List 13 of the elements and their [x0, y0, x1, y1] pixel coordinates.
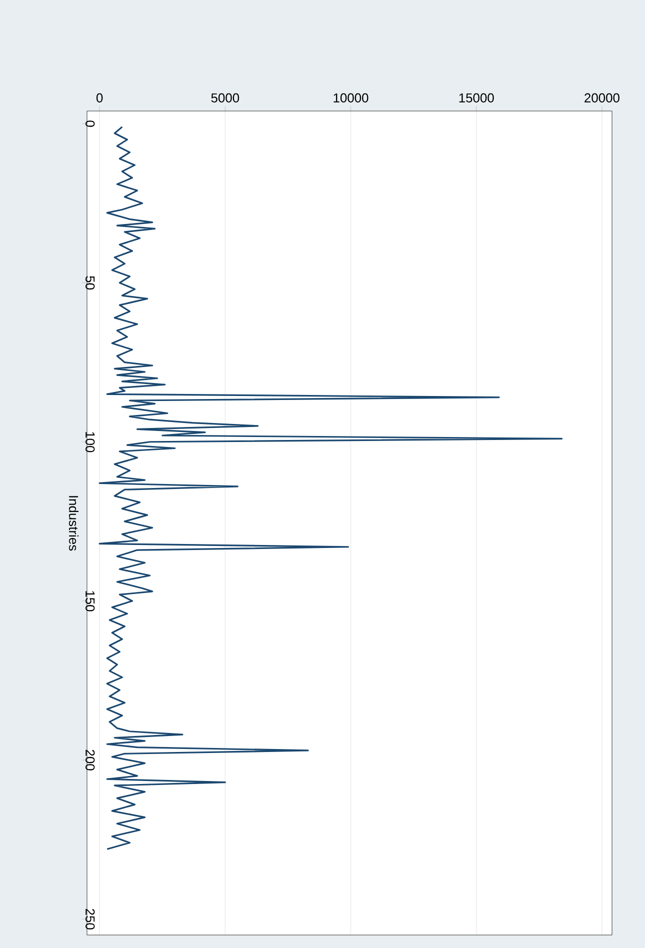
x-tick-label: 15000 [459, 93, 494, 102]
y-tick-label: 150 [86, 591, 95, 612]
y-tick-label: 200 [86, 750, 95, 770]
line-series [98, 126, 563, 850]
x-tick-label: 20000 [584, 93, 620, 102]
y-tick-label: 50 [86, 276, 95, 290]
x-tick-label: 5000 [211, 93, 240, 102]
y-tick-label: 100 [86, 432, 95, 452]
y-tick-label: 250 [86, 908, 95, 930]
x-tick-label: 10000 [334, 93, 368, 102]
y-axis-title: Industries [68, 496, 78, 551]
y-tick-label: 0 [86, 120, 95, 127]
x-tick-label: 0 [96, 93, 103, 102]
